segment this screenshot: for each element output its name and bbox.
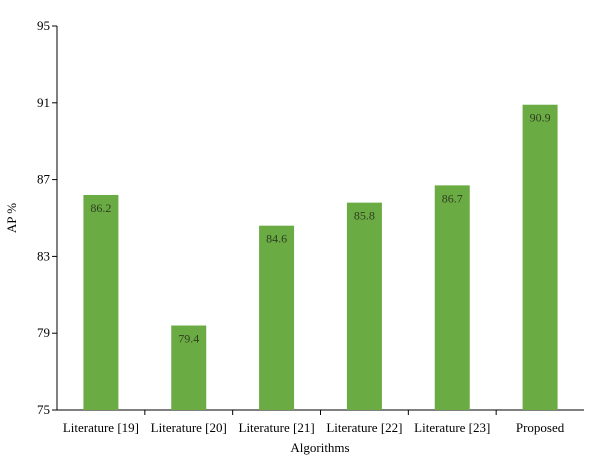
- data-label: 86.7: [442, 191, 463, 205]
- x-axis-title: Algorithms: [290, 440, 349, 455]
- y-tick-label: 91: [37, 95, 50, 110]
- bar: [434, 185, 470, 410]
- bar: [83, 194, 119, 410]
- bar: [259, 225, 295, 410]
- y-tick-label: 87: [37, 172, 51, 187]
- y-tick-label: 79: [37, 325, 50, 340]
- x-tick-label: Literature [20]: [151, 420, 227, 435]
- bar: [522, 104, 558, 410]
- x-tick-label: Literature [22]: [326, 420, 402, 435]
- bar: [171, 325, 207, 410]
- y-tick-label: 75: [37, 402, 50, 417]
- data-label: 79.4: [178, 332, 199, 346]
- x-tick-label: Proposed: [516, 420, 565, 435]
- data-label: 84.6: [266, 232, 287, 246]
- x-tick-label: Literature [19]: [63, 420, 139, 435]
- data-label: 90.9: [530, 111, 551, 125]
- y-tick-label: 83: [37, 248, 50, 263]
- plot-area: AP % Algorithms 75 79 83 87 91 95 86.2 Literatu…: [4, 18, 584, 455]
- y-axis-title: AP %: [4, 203, 19, 233]
- y-tick-label: 95: [37, 18, 50, 33]
- x-tick-label: Literature [23]: [414, 420, 490, 435]
- x-tick-label: Literature [21]: [239, 420, 315, 435]
- bar: [346, 202, 382, 410]
- data-label: 85.8: [354, 209, 375, 223]
- data-label: 86.2: [90, 201, 111, 215]
